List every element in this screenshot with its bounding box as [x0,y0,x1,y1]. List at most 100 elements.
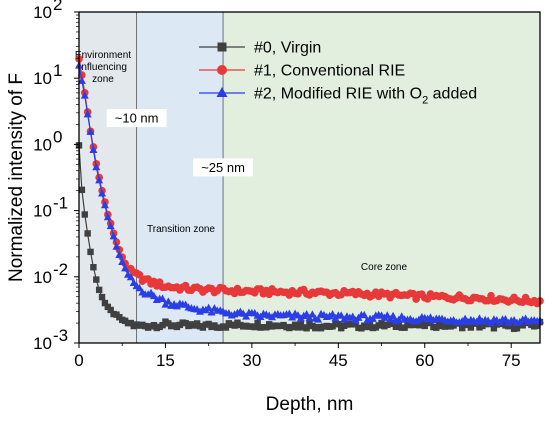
point-0-61 [251,323,258,331]
zone-label-0-0: Environment [75,50,131,61]
point-2-4 [86,127,95,135]
x-tick-label-45: 45 [329,351,348,370]
point-0-100 [363,323,371,331]
point-2-11 [106,221,115,230]
point-2-91 [337,311,346,319]
plot-frame [78,11,541,344]
point-2-5 [89,145,98,153]
y-tick-exp-5: 2 [53,0,62,14]
point-2-3 [83,110,92,118]
point-2-12 [109,232,118,240]
y-tick-label-4: 10 [33,69,52,88]
point-0-4 [87,248,94,256]
x-tick-label-15: 15 [156,351,175,370]
point-2-83 [314,315,323,323]
point-2-143 [487,318,496,327]
y-tick-label-1: 10 [33,268,52,287]
point-2-6 [92,162,101,171]
point-0-79 [303,325,310,332]
point-0-90 [335,321,342,328]
point-0-3 [84,230,91,237]
point-2-21 [135,283,144,292]
y-tick-label-0: 10 [33,334,52,353]
point-2-58 [242,312,251,320]
x-tick-label-30: 30 [242,351,261,370]
point-0-62 [254,319,261,326]
point-2-18 [126,272,135,281]
point-0-8 [98,293,106,301]
y-axis-title: Normalized intensity of F [6,73,27,282]
point-0-118 [415,322,423,329]
point-0-152 [513,325,521,332]
point-2-1 [77,76,86,84]
y-tick-label-3: 10 [33,135,52,154]
y-tick-label-2: 10 [33,202,52,221]
y-tick-exp-2: -1 [53,194,68,213]
series-layer [75,55,544,333]
point-0-5 [90,264,97,271]
point-2-88 [328,310,337,318]
x-axis-title: Depth, nm [266,394,354,415]
point-2-99 [360,310,369,319]
point-2-80 [305,313,314,322]
zone-2 [223,12,540,343]
annotation-0: ~10 nm [115,111,159,126]
annotation-box-1 [193,158,254,177]
point-0-105 [378,319,385,327]
zones-layer [79,12,540,343]
point-0-124 [433,324,440,331]
y-tick-exp-0: -3 [53,326,68,345]
point-0-127 [441,323,449,330]
point-0-29 [159,321,166,329]
point-0-1 [78,186,86,194]
x-tick-label-75: 75 [502,351,521,370]
point-0-51 [222,324,230,331]
legend-label-2: #2, Modified RIE with O2 added [254,86,477,107]
zone-label-1-0: Transition zone [147,224,215,235]
point-2-45 [204,303,213,311]
zone-label-0-1: influencing [79,62,127,73]
point-2-7 [95,176,104,184]
point-0-133 [459,324,466,332]
point-2-16 [121,264,130,272]
legend-marker-0 [217,42,227,52]
legend-label-0: #0, Virgin [254,40,321,57]
point-0-159 [533,322,541,329]
point-0-9 [101,299,109,307]
y-tick-exp-1: -2 [53,260,68,279]
point-2-9 [100,200,109,209]
point-2-13 [112,242,121,250]
series-2 [75,61,544,327]
point-2-109 [389,311,398,320]
x-tick-label-0: 0 [74,351,83,370]
point-2-14 [115,250,124,258]
legend-marker-2 [216,87,228,97]
zone-label-2-0: Core zone [361,262,408,273]
annotation-1: ~25 nm [201,160,245,175]
point-2-15 [118,257,127,266]
y-tick-exp-3: 0 [53,127,62,146]
y-tick-exp-4: 1 [53,61,62,80]
annotations-layer: ~10 nm ~25 nm [106,109,254,177]
point-2-29 [158,294,167,302]
legend: #0, Virgin #1, Conventional RIE #2, Modifi… [199,40,477,107]
point-2-10 [103,212,112,221]
series-1 [75,55,544,308]
point-1-21 [135,271,144,279]
point-2-31 [164,297,173,305]
point-0-136 [467,324,475,331]
point-2-81 [308,310,317,318]
point-2-2 [80,91,89,99]
x-tick-label-60: 60 [415,351,434,370]
point-0-144 [490,325,498,332]
y-tick-label-5: 10 [33,3,52,22]
point-2-8 [98,189,107,197]
legend-marker-1 [217,65,227,75]
point-0-2 [81,211,88,218]
point-0-11 [107,306,114,314]
point-0-6 [93,276,100,283]
zone-label-0-2: zone [92,74,114,85]
